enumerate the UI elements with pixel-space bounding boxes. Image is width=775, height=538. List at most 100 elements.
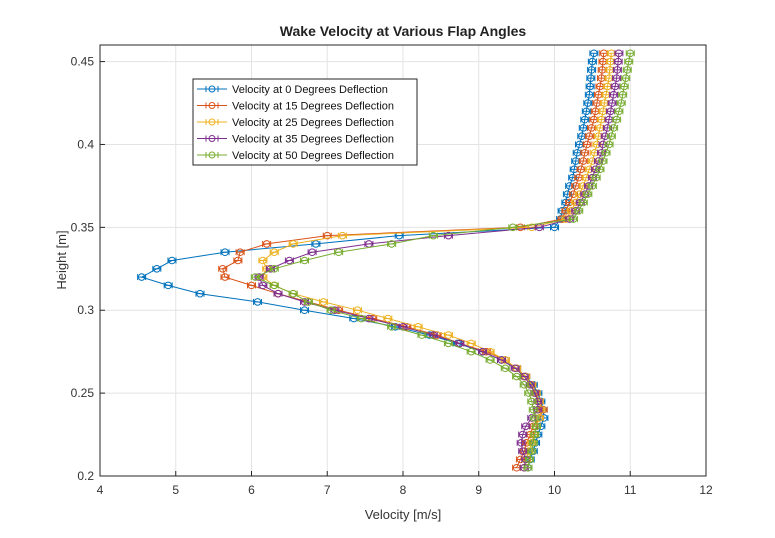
- data-point: [621, 74, 630, 82]
- data-point: [308, 248, 316, 257]
- data-point: [414, 323, 422, 331]
- data-point: [585, 90, 594, 99]
- data-point: [607, 132, 616, 140]
- legend-label: Velocity at 50 Degrees Deflection: [232, 150, 394, 162]
- data-point: [153, 264, 161, 273]
- data-point: [599, 157, 607, 165]
- legend-marker: [208, 151, 216, 159]
- data-point: [587, 66, 596, 74]
- data-point: [587, 124, 596, 132]
- data-point: [253, 298, 262, 306]
- data-point: [168, 256, 176, 265]
- data-point: [608, 99, 616, 107]
- data-point: [618, 90, 627, 99]
- data-point: [467, 347, 475, 356]
- data-point: [429, 231, 438, 240]
- data-point: [615, 49, 623, 58]
- legend-marker: [208, 102, 216, 109]
- x-tick-label: 10: [548, 483, 562, 497]
- legend-item-4[interactable]: Velocity at 50 Degrees Deflection: [197, 150, 394, 162]
- x-tick-label: 12: [699, 483, 713, 497]
- legend-item-0[interactable]: Velocity at 0 Degrees Deflection: [197, 84, 388, 96]
- data-point: [615, 107, 623, 116]
- data-point: [586, 82, 594, 91]
- data-point: [478, 347, 487, 356]
- data-point: [525, 455, 534, 464]
- data-point: [512, 372, 521, 381]
- data-point: [524, 463, 532, 472]
- data-point: [532, 422, 541, 431]
- data-point: [270, 281, 279, 290]
- y-tick-label: 0.25: [71, 386, 95, 400]
- data-point: [387, 240, 396, 248]
- data-point: [581, 148, 589, 157]
- data-point: [582, 107, 591, 116]
- legend-item-2[interactable]: Velocity at 25 Degrees Deflection: [197, 117, 394, 129]
- data-point: [444, 339, 453, 348]
- data-point: [527, 447, 536, 455]
- data-point: [251, 273, 260, 281]
- data-point: [585, 132, 594, 140]
- chart-title: Wake Velocity at Various Flap Angles: [280, 23, 527, 39]
- x-tick-label: 7: [324, 483, 331, 497]
- data-point: [497, 356, 506, 364]
- legend-item-3[interactable]: Velocity at 35 Degrees Deflection: [197, 134, 394, 146]
- data-point: [517, 439, 525, 447]
- data-point: [584, 190, 592, 198]
- data-point: [569, 215, 578, 223]
- data-point: [387, 323, 396, 331]
- data-point: [609, 90, 618, 99]
- data-point: [606, 107, 615, 116]
- data-point: [262, 240, 271, 248]
- legend-box: [192, 78, 418, 166]
- data-point: [613, 66, 622, 74]
- data-point: [259, 281, 267, 290]
- y-tick-label: 0.2: [77, 469, 94, 483]
- data-point: [588, 182, 597, 190]
- data-point: [626, 49, 635, 58]
- x-tick-label: 4: [97, 483, 104, 497]
- data-point: [274, 289, 282, 298]
- y-tick-label: 0.45: [71, 55, 95, 69]
- x-tick-label: 11: [624, 483, 637, 497]
- data-point: [300, 306, 309, 315]
- data-point: [614, 57, 622, 66]
- x-axis-label: Velocity [m/s]: [365, 507, 442, 522]
- data-point: [259, 256, 267, 265]
- data-point: [617, 99, 625, 107]
- data-point: [221, 273, 229, 281]
- data-point: [334, 248, 343, 257]
- data-point: [270, 264, 279, 273]
- data-point: [605, 140, 613, 149]
- data-point: [418, 331, 426, 339]
- data-point: [577, 165, 585, 174]
- legend-item-1[interactable]: Velocity at 15 Degrees Deflection: [197, 101, 394, 113]
- data-point: [587, 74, 595, 82]
- data-point: [196, 289, 204, 298]
- data-point: [327, 306, 335, 315]
- data-point: [234, 256, 242, 265]
- data-point: [164, 281, 172, 290]
- legend[interactable]: Velocity at 0 Degrees Deflection Velocity…: [192, 78, 418, 166]
- data-point: [524, 389, 533, 397]
- data-point: [456, 339, 464, 348]
- data-point: [509, 223, 517, 232]
- data-point: [624, 57, 633, 66]
- data-point: [520, 381, 529, 389]
- data-point: [584, 99, 592, 107]
- x-tick-label: 9: [475, 483, 482, 497]
- data-point: [521, 422, 530, 431]
- data-point: [353, 306, 362, 315]
- data-point: [319, 298, 328, 306]
- data-point: [236, 248, 244, 257]
- data-point: [384, 314, 392, 323]
- x-tick-label: 5: [172, 483, 179, 497]
- data-point: [583, 140, 591, 149]
- data-point: [527, 397, 536, 406]
- legend-marker: [208, 118, 216, 126]
- data-point: [529, 405, 538, 414]
- data-point: [529, 439, 538, 447]
- data-point: [467, 339, 475, 348]
- y-tick-label: 0.3: [77, 303, 94, 317]
